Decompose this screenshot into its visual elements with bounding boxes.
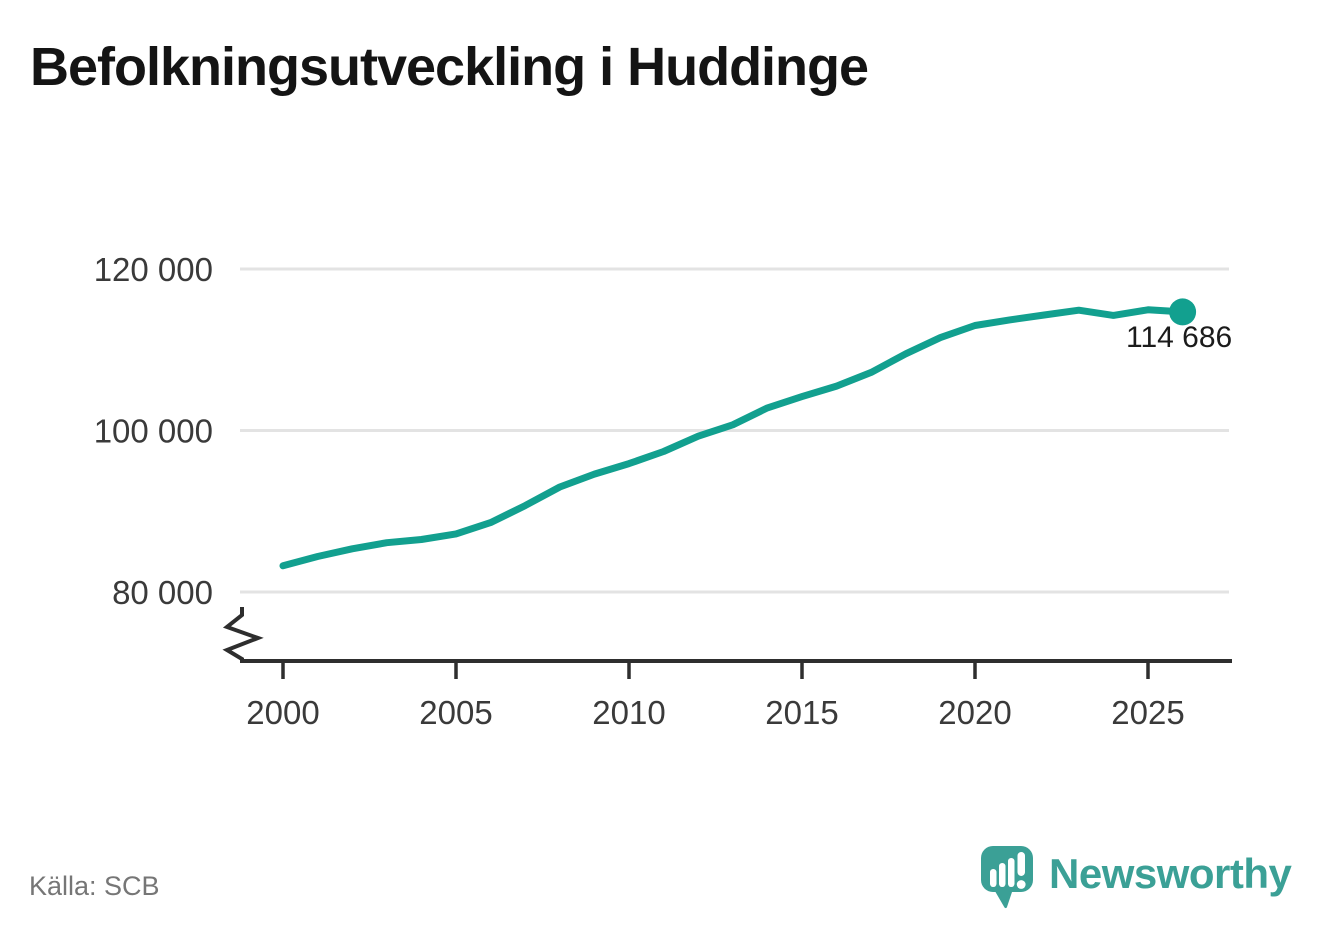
y-axis-label: 100 000 (94, 413, 213, 450)
axis-break-icon (222, 607, 264, 663)
x-axis-label: 2005 (419, 694, 492, 731)
newsworthy-logo-icon (981, 846, 1033, 909)
chart-title: Befolkningsutveckling i Huddinge (30, 37, 869, 97)
x-axis-label: 2025 (1111, 694, 1184, 731)
last-value-label: 114 686 (1126, 321, 1233, 354)
x-axis-label: 2010 (592, 694, 665, 731)
y-axis-label: 80 000 (112, 574, 213, 611)
x-axis-label: 2000 (246, 694, 319, 731)
source-note: Källa: SCB (29, 871, 160, 901)
last-point-marker (1169, 298, 1197, 326)
newsworthy-logo: Newsworthy (981, 846, 1292, 910)
x-axis-label: 2015 (765, 694, 838, 731)
y-axis-label: 120 000 (94, 251, 213, 288)
newsworthy-wordmark: Newsworthy (1049, 850, 1292, 897)
x-axis-label: 2020 (938, 694, 1011, 731)
population-line (279, 306, 1187, 570)
